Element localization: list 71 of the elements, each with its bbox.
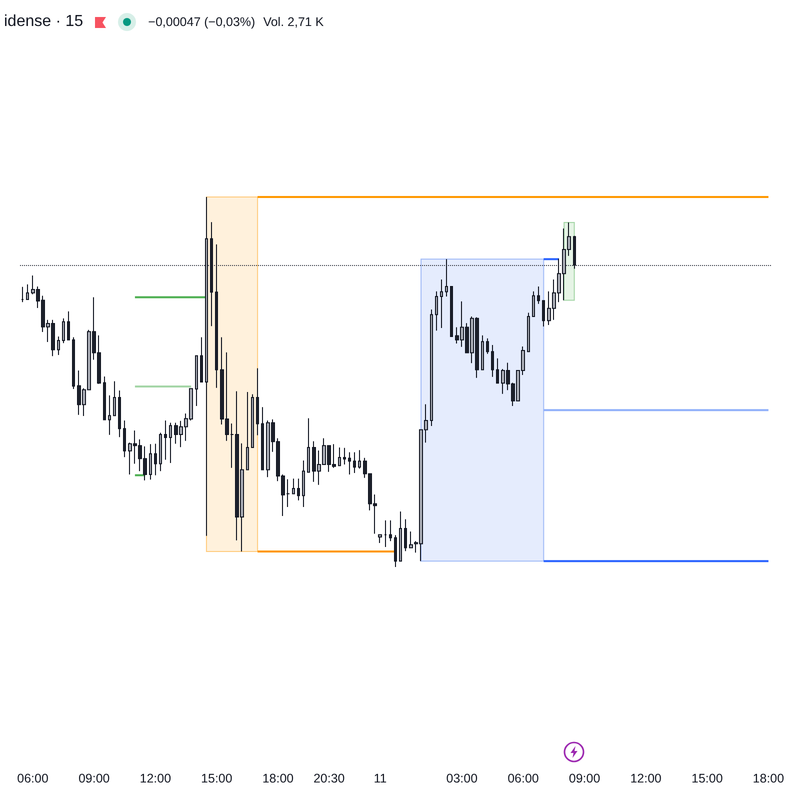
candlestick [113, 380, 116, 416]
candlestick [399, 511, 402, 562]
candlestick [251, 394, 254, 448]
text: Vol. 2,71 K [263, 15, 324, 29]
candlestick [389, 520, 392, 542]
candlestick [62, 318, 65, 344]
candlestick [358, 450, 361, 470]
x-tick-label: 12:00 [140, 772, 172, 786]
candlestick [430, 308, 433, 427]
candlestick [491, 344, 494, 378]
candlestick [164, 420, 167, 460]
candlestick [307, 418, 310, 473]
x-tick-label: 20:30 [313, 772, 345, 786]
candlestick [256, 368, 259, 436]
candlestick [394, 534, 397, 568]
candlestick [57, 336, 60, 356]
text: −0,00047 (−0,03%) [148, 15, 256, 29]
candlestick [486, 338, 489, 354]
x-tick-label: 11 [374, 772, 387, 786]
candlestick [409, 530, 413, 548]
x-tick-label: 06:00 [17, 772, 48, 786]
candlestick [246, 391, 249, 470]
candlestick [108, 394, 111, 436]
candlestick [21, 286, 24, 303]
chart-title: idense · 15 [4, 13, 84, 31]
candlestick [542, 300, 545, 327]
candlestick [159, 432, 162, 472]
candlestick [532, 290, 535, 318]
candlestick [338, 446, 341, 466]
candlestick [210, 222, 213, 327]
candlestick [26, 284, 29, 300]
x-tick-label: 09:00 [568, 772, 600, 786]
candlestick [72, 336, 75, 390]
candlestick [353, 452, 356, 474]
candlestick [378, 534, 382, 544]
candlestick [215, 244, 218, 388]
candlestick [440, 279, 443, 328]
candlestick [205, 196, 208, 536]
x-tick-label: 09:00 [78, 772, 110, 786]
x-tick-label: 18:00 [752, 772, 784, 786]
candlestick [481, 334, 484, 370]
candlestick [527, 312, 530, 352]
candlestick [149, 444, 152, 480]
candlestick [302, 460, 305, 508]
candlestick [445, 258, 448, 298]
candlestick [450, 286, 453, 338]
candlestick [343, 447, 346, 466]
candlestick [154, 443, 157, 476]
candlestick [496, 358, 499, 384]
candlestick [348, 452, 351, 475]
candlestick [573, 235, 576, 270]
candlestick [435, 290, 438, 332]
candlestick [200, 336, 203, 382]
x-tick-label: 12:00 [630, 772, 662, 786]
candlestick [118, 390, 121, 438]
candlestick [169, 422, 172, 464]
candlestick [67, 310, 70, 340]
candlestick [292, 478, 295, 494]
x-tick-label: 15:00 [692, 772, 723, 786]
candlestick [297, 478, 300, 501]
x-tick-label: 06:00 [508, 772, 539, 786]
candlestick [195, 355, 198, 407]
x-tick-label: 15:00 [201, 772, 232, 786]
candlestick [537, 286, 540, 304]
candlestick [261, 406, 264, 470]
candlestick [404, 518, 407, 552]
x-tick-label: 18:00 [262, 772, 294, 786]
candlestick [123, 420, 126, 458]
candlestick [384, 520, 387, 548]
candlestick [103, 376, 106, 420]
x-tick-label: 03:00 [446, 772, 478, 786]
